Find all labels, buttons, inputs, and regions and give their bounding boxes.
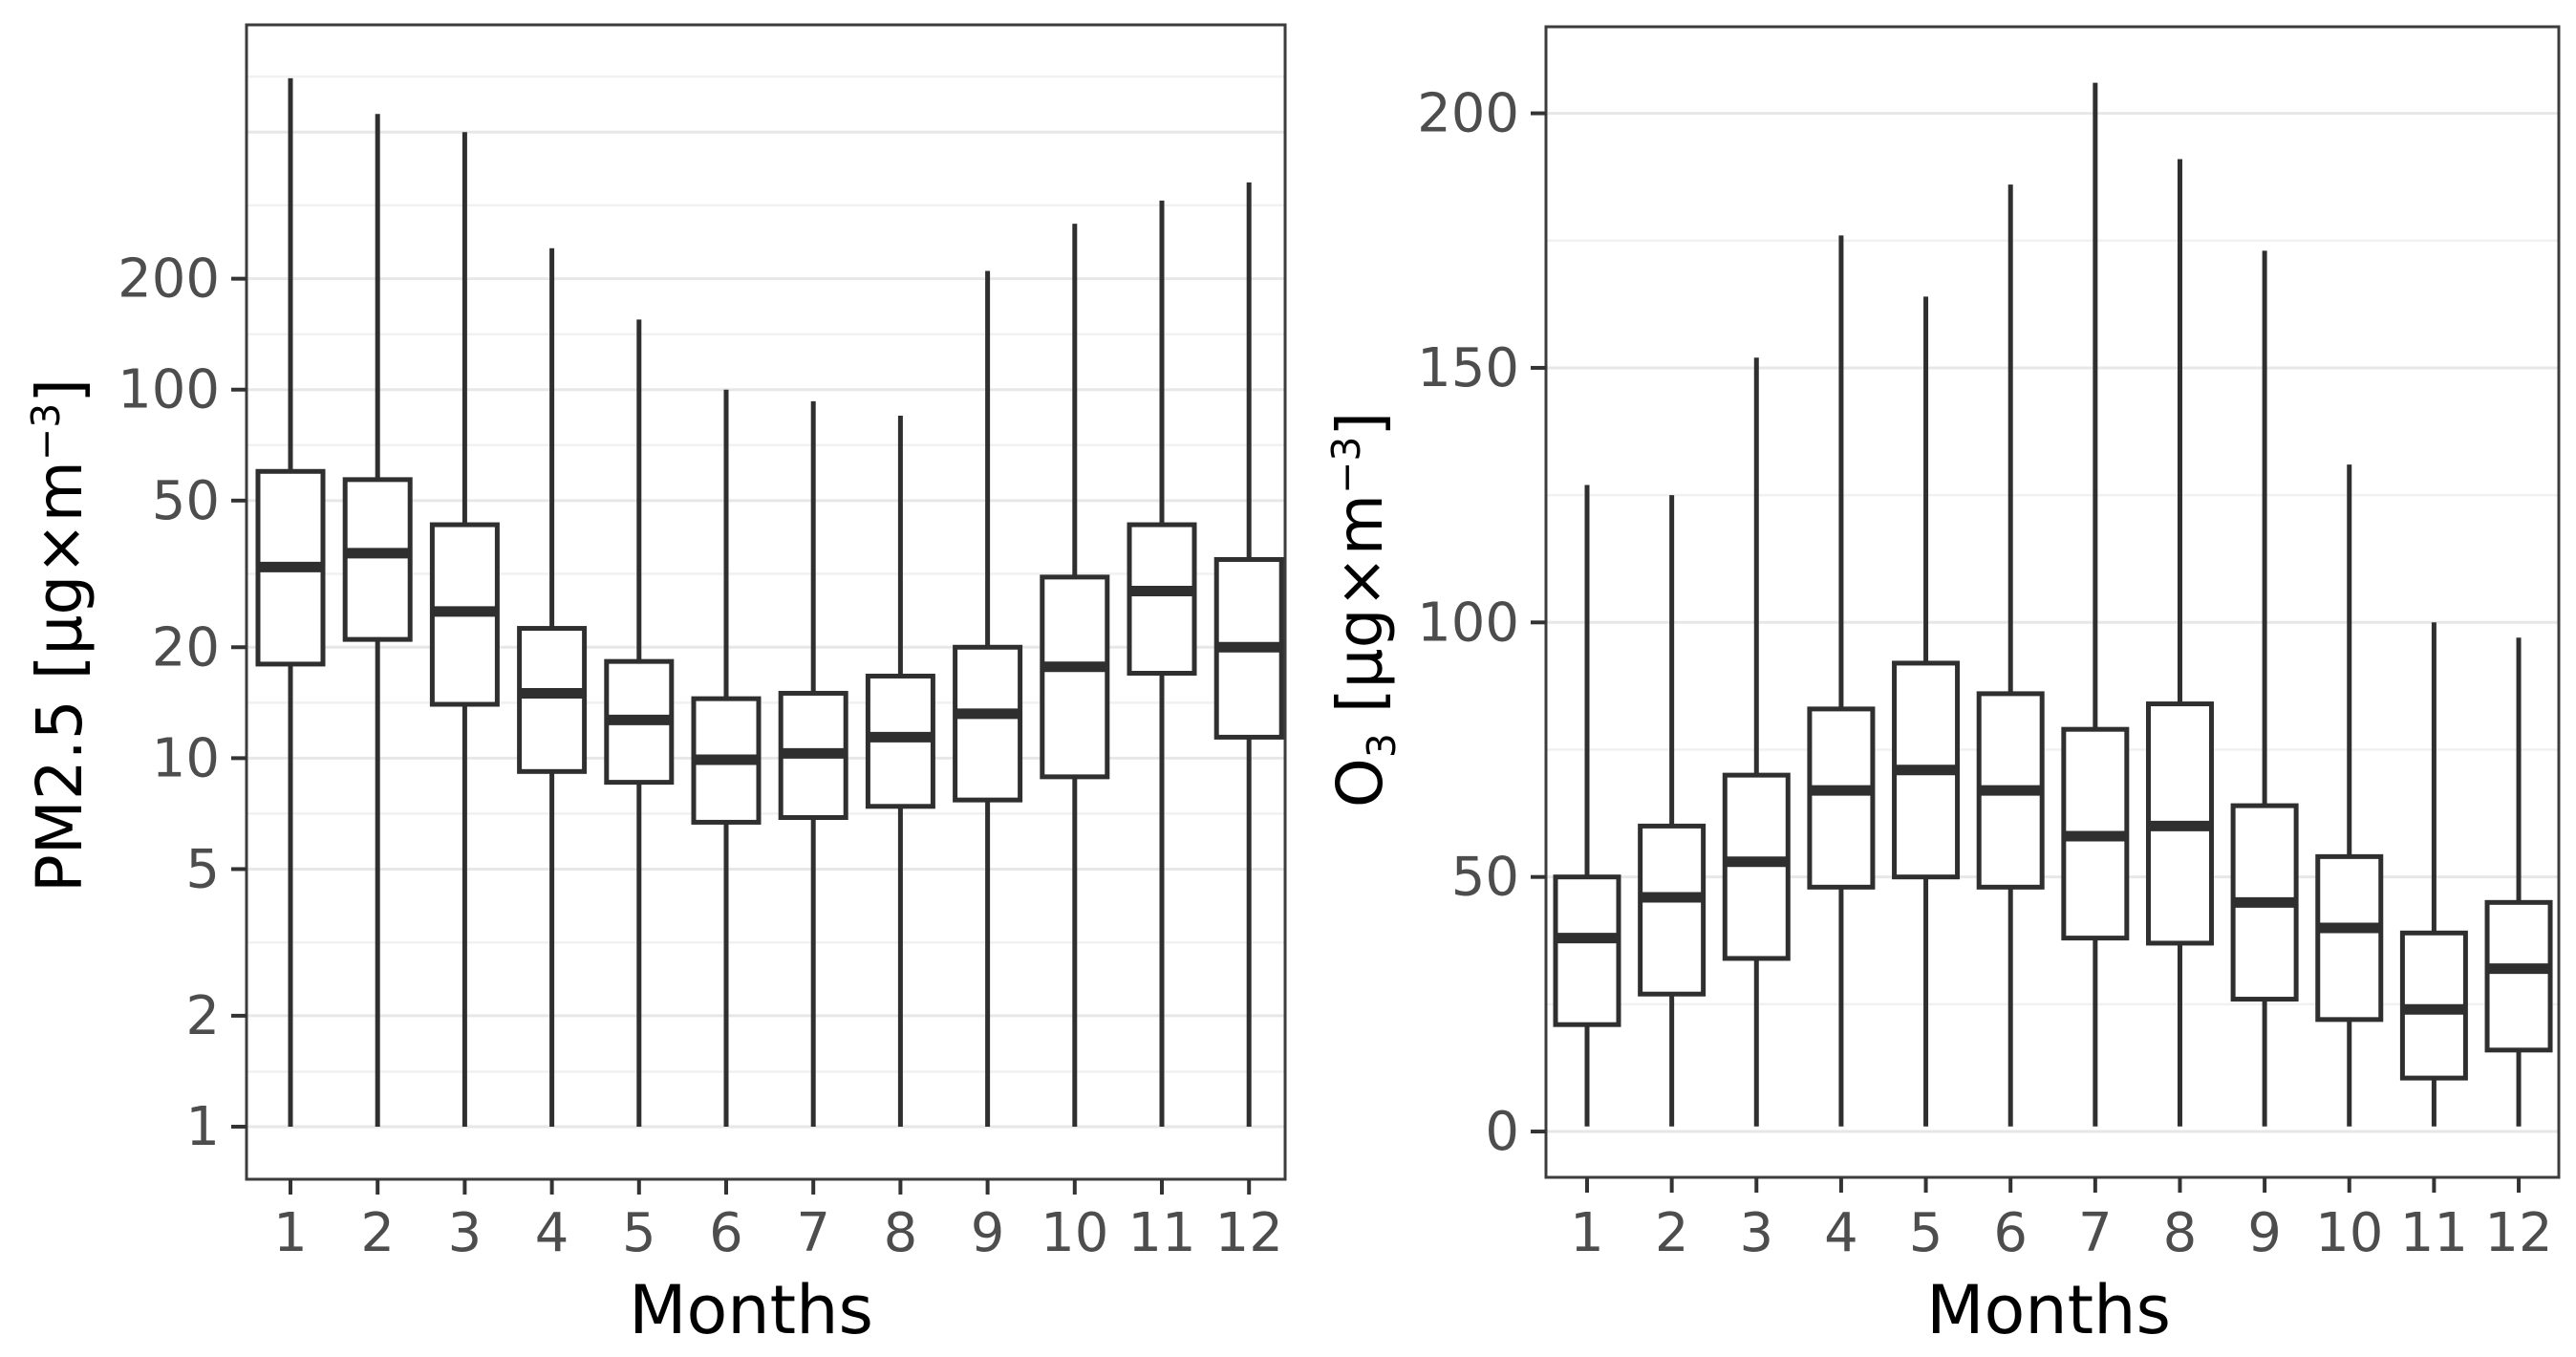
pm25-x-tick-label-2: 2 — [360, 1202, 395, 1264]
pm25-y-tick-label-50: 50 — [152, 470, 220, 532]
pm25-x-tick-label-10: 10 — [1041, 1202, 1108, 1264]
o3-panel-border — [1544, 25, 2561, 1179]
pm25-x-tick-label-4: 4 — [535, 1202, 569, 1264]
pm25-y-tick-label-200: 200 — [118, 248, 220, 311]
o3-month-12-box — [2484, 899, 2553, 1053]
pm25-x-tick-label-9: 9 — [971, 1202, 1005, 1264]
o3-x-tick-label-1: 1 — [1570, 1202, 1604, 1264]
o3-month-10-box — [2315, 853, 2384, 1023]
o3-x-tick-label-5: 5 — [1909, 1202, 1943, 1264]
pm25-y-tick-label-20: 20 — [152, 616, 220, 678]
pm25-panel-border — [245, 23, 1287, 1181]
o3-x-axis-title: Months — [1926, 1271, 2171, 1349]
o3-x-tick-label-11: 11 — [2400, 1202, 2468, 1264]
o3-x-tick-label-7: 7 — [2078, 1202, 2113, 1264]
pm25-month-4-box — [517, 626, 588, 774]
o3-month-1-box — [1553, 874, 1621, 1027]
o3-y-axis-title-text: O — [1322, 758, 1397, 808]
pm25-y-tick-label-5: 5 — [185, 838, 220, 900]
pm25-y-axis-title-exponent: −3 — [23, 402, 69, 462]
pm25-x-tick-label-7: 7 — [796, 1202, 830, 1264]
o3-y-tick-label-0: 0 — [1485, 1101, 1519, 1163]
pm25-x-axis-title: Months — [629, 1271, 873, 1349]
o3-y-axis-title-subscript: 3 — [1359, 733, 1406, 759]
pm25-month-10-box — [1040, 574, 1110, 780]
o3-y-axis-title-bracket: ] — [1322, 411, 1397, 437]
pm25-month-11-box — [1127, 522, 1197, 676]
pm25-x-tick-label-6: 6 — [709, 1202, 743, 1264]
pm25-x-tick-label-5: 5 — [622, 1202, 656, 1264]
pm25-x-tick-label-11: 11 — [1127, 1202, 1195, 1264]
o3-x-tick-label-9: 9 — [2247, 1202, 2282, 1264]
pm25-y-axis-title-bracket: ] — [23, 378, 97, 403]
pm25-y-tick-label-1: 1 — [185, 1096, 220, 1158]
pm25-x-tick-label-8: 8 — [884, 1202, 918, 1264]
o3-x-tick-label-3: 3 — [1739, 1202, 1773, 1264]
pm25-y-axis-title: PM2.5 [µg×m−3] — [23, 378, 97, 893]
o3-x-tick-label-12: 12 — [2484, 1202, 2552, 1264]
pm25-x-tick-label-3: 3 — [448, 1202, 483, 1264]
o3-x-tick-label-4: 4 — [1824, 1202, 1858, 1264]
o3-y-tick-label-200: 200 — [1417, 83, 1519, 145]
o3-y-axis-title: O3 [µg×m−3] — [1323, 412, 1406, 808]
pm25-y-axis-title-text: PM2.5 [µg×m — [23, 461, 97, 893]
pm25-month-2-box — [342, 477, 413, 642]
o3-y-axis-title-units: [µg×m — [1322, 493, 1397, 734]
o3-x-tick-label-8: 8 — [2163, 1202, 2198, 1264]
o3-month-4-box — [1807, 706, 1876, 890]
o3-x-tick-label-10: 10 — [2315, 1202, 2383, 1264]
pm25-x-tick-label-12: 12 — [1215, 1202, 1283, 1264]
o3-y-tick-label-50: 50 — [1451, 847, 1519, 909]
o3-x-tick-label-2: 2 — [1655, 1202, 1689, 1264]
o3-y-tick-label-150: 150 — [1417, 337, 1519, 399]
o3-month-2-box — [1638, 823, 1707, 997]
pm25-x-tick-label-1: 1 — [273, 1202, 308, 1264]
pm25-y-tick-label-10: 10 — [152, 727, 220, 789]
o3-x-tick-label-6: 6 — [1993, 1202, 2028, 1264]
o3-y-tick-label-100: 100 — [1417, 592, 1519, 654]
pm25-y-tick-label-2: 2 — [185, 985, 220, 1047]
o3-y-axis-title-exponent: −3 — [1322, 436, 1369, 494]
pm25-y-tick-label-100: 100 — [118, 359, 220, 421]
pm25-month-9-box — [953, 644, 1023, 803]
